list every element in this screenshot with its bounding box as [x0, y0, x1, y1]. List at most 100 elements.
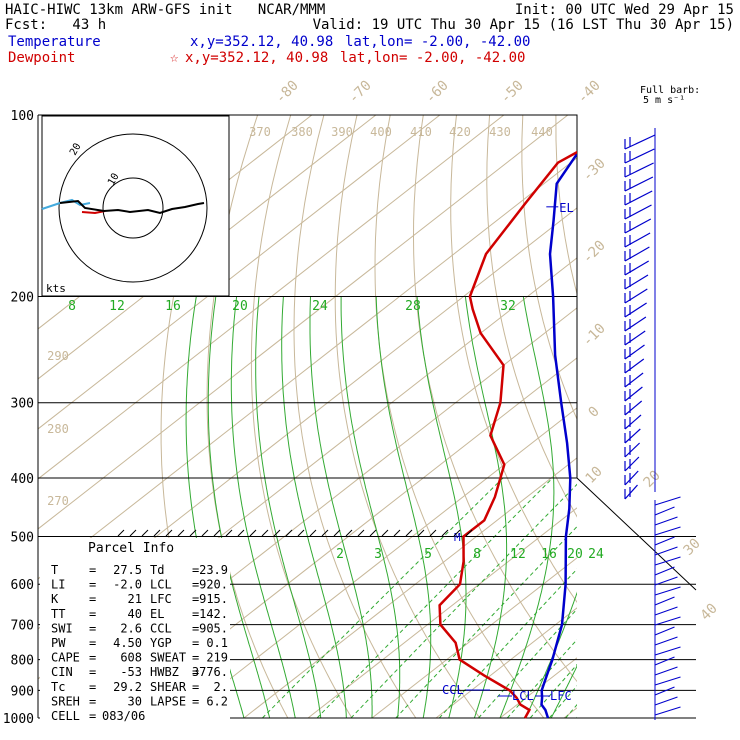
wind-barb-lower: [654, 546, 678, 556]
parcel-info-value: -53: [120, 665, 142, 679]
theta-label: 420: [449, 125, 471, 139]
mixing-ratio-line: [529, 663, 577, 719]
hatch-mark: [117, 529, 125, 537]
dewpoint-latlon: lat,lon= -2.00, -42.00: [340, 50, 526, 66]
isotherm-line: [38, 157, 577, 580]
wind-barb-lower: [654, 606, 678, 616]
barb-shaft: [624, 372, 644, 388]
barb-shaft: [624, 358, 645, 374]
parcel-info-equals: =: [192, 665, 199, 679]
moist-adiabat-line: [340, 296, 401, 719]
pressure-tick-label: 700: [11, 619, 34, 634]
wind-barb-lower: [654, 576, 678, 586]
mixing-ratio-label: 16: [541, 547, 557, 562]
barb-shaft: [624, 246, 650, 262]
wind-barb: [624, 302, 647, 318]
isotherm-line: [38, 115, 569, 530]
hodograph-units-label: kts: [46, 282, 66, 295]
parcel-info-label: CCL: [150, 621, 172, 635]
mixing-ratio-label: 28: [405, 299, 421, 314]
parcel-info-equals: =: [89, 651, 96, 665]
mixing-ratio-line: [262, 477, 504, 719]
hatch-mark: [201, 529, 209, 537]
wind-barb-lower: [654, 706, 681, 716]
parcel-info-label: K: [51, 592, 59, 606]
hatch-mark: [177, 529, 185, 537]
barb-shaft: [624, 456, 640, 472]
isotherm-line: [179, 407, 577, 719]
parcel-info-value: 40: [128, 607, 142, 621]
parcel-info-equals: =: [192, 680, 199, 694]
theta-label: 410: [410, 125, 432, 139]
chart-frame: [37, 114, 697, 718]
hatch-mark: [129, 529, 137, 537]
parcel-info-value: 21: [128, 592, 142, 606]
parcel-info-equals: =: [192, 592, 199, 606]
parcel-info-value: 2.: [214, 680, 228, 694]
wind-barb-lower: [654, 696, 678, 706]
hatch-mark: [441, 529, 449, 537]
isotherm-label: -60: [423, 78, 452, 107]
dry-adiabat-line: [589, 115, 740, 718]
parcel-info-value: 083/06: [102, 709, 145, 723]
hatch-mark: [297, 529, 305, 537]
mixing-ratio-line: [548, 685, 577, 719]
isotherm-line: [499, 657, 577, 719]
dry-adiabat-line: [250, 115, 353, 719]
mixing-ratio-line: [316, 477, 553, 719]
melting-level-label: M: [454, 531, 461, 544]
hodograph-trace-low: [41, 198, 91, 210]
wind-barb: [624, 190, 653, 206]
isotherm-label: 40: [698, 601, 721, 624]
isotherm-label: -70: [346, 78, 375, 107]
wind-barb: [624, 162, 654, 178]
parcel-info-equals: =: [89, 694, 96, 708]
parcel-info-label: HWBZ: [150, 665, 179, 679]
wind-barb: [624, 456, 640, 472]
header-line1-left: HAIC-HIWC 13km ARW-GFS init NCAR/MMM: [5, 2, 326, 18]
wind-barb: [624, 386, 643, 402]
hatch-mark: [381, 529, 389, 537]
theta-label: 440: [531, 125, 553, 139]
dry-adiabat-line: [722, 115, 740, 718]
barb-shaft: [624, 484, 638, 500]
hodograph-trace-mid: [81, 210, 106, 215]
dry-adiabat-line: [374, 115, 545, 719]
dry-adiabat-line: [689, 115, 740, 718]
parcel-info-title: Parcel Info: [88, 541, 174, 556]
temperature-profile-line: [540, 151, 577, 719]
parcel-info-value: 915.: [199, 592, 228, 606]
parcel-info-equals: =: [89, 607, 96, 621]
isotherm-label: 20: [641, 468, 664, 491]
parcel-info-equals: =: [89, 665, 96, 679]
barb-shaft: [624, 414, 642, 430]
parcel-info-label: Td: [150, 563, 164, 577]
hatch-mark: [453, 529, 461, 537]
el-label: EL: [559, 201, 573, 215]
parcel-info-equals: =: [89, 680, 96, 694]
theta-label: 370: [249, 125, 271, 139]
hatch-mark: [369, 529, 377, 537]
wind-barb: [624, 260, 650, 276]
parcel-info-value: 29.2: [113, 680, 142, 694]
parcel-info-equals: =: [192, 651, 199, 665]
theta-label: 430: [489, 125, 511, 139]
hodograph-ring-label: 20: [68, 142, 84, 158]
moist-adiabat-line: [499, 296, 555, 719]
isotherm-label: -30: [580, 156, 609, 185]
ccl-label: CCL: [442, 683, 464, 697]
barb-shaft: [624, 386, 643, 402]
parcel-info-equals: =: [89, 636, 96, 650]
barb-shaft: [624, 470, 639, 486]
hatch-mark: [285, 529, 293, 537]
parcel-info-equals: =: [89, 709, 96, 723]
hatch-mark: [213, 529, 221, 537]
hatch-mark: [417, 529, 425, 537]
parcel-info-label: SWI: [51, 621, 73, 635]
lfc-label: LFC: [550, 689, 572, 703]
parcel-info-value: 6.2: [206, 694, 228, 708]
parcel-info-label: EL: [150, 607, 164, 621]
mixing-ratio-label: 12: [510, 547, 526, 562]
wind-barb: [624, 204, 652, 220]
